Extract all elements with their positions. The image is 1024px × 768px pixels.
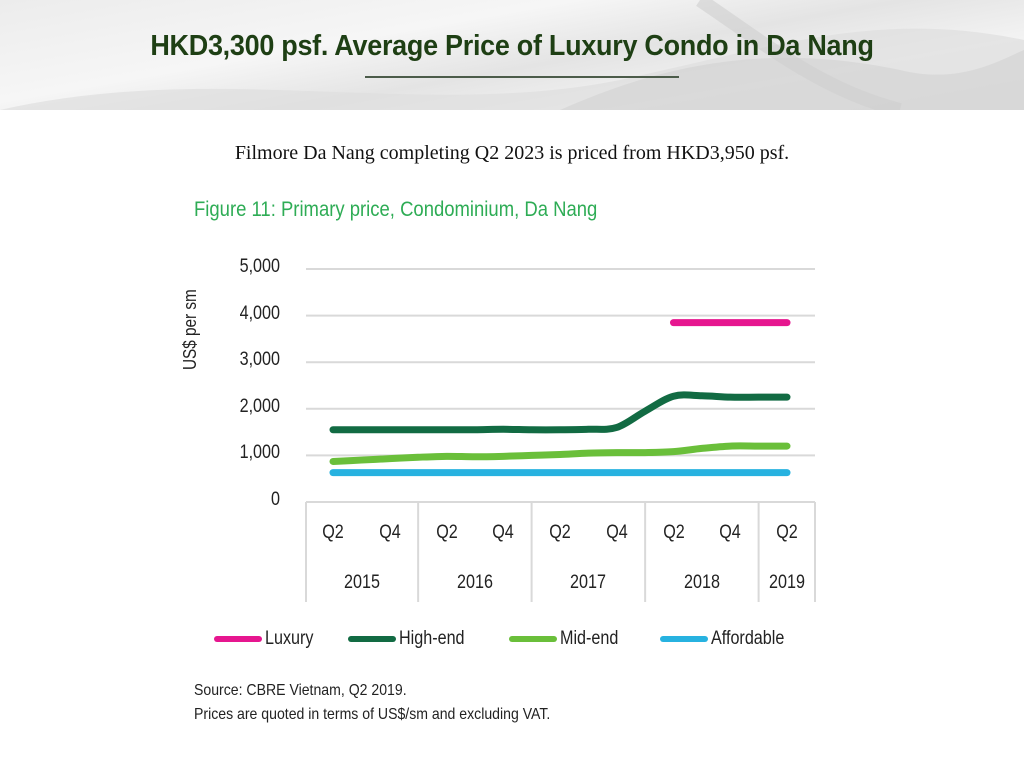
- legend-item-mid-end: Mid-end: [509, 628, 629, 650]
- legend-item-affordable: Affordable: [660, 628, 797, 650]
- legend-swatch-high-end: [348, 636, 396, 642]
- legend-label-luxury: Luxury: [265, 628, 314, 649]
- x-tick-label-quarter: Q4: [378, 522, 401, 543]
- y-tick-label: 1,000: [239, 442, 280, 464]
- slide-title: HKD3,300 psf. Average Price of Luxury Co…: [150, 30, 874, 62]
- banner-wave-decoration: [0, 0, 1024, 110]
- x-tick-label-quarter: Q2: [662, 522, 685, 543]
- slide-subtitle: Filmore Da Nang completing Q2 2023 is pr…: [234, 142, 790, 164]
- x-tick-label-quarter: Q2: [435, 522, 458, 543]
- x-tick-label-quarter: Q4: [492, 522, 515, 543]
- series-line-high-end: [329, 391, 791, 434]
- x-tick-label-quarter: Q2: [549, 522, 571, 543]
- legend-item-high-end: High-end: [348, 628, 476, 650]
- x-tick-label-year: 2019: [768, 572, 805, 593]
- y-tick-label: 4,000: [239, 302, 280, 324]
- x-tick-label-quarter: Q2: [322, 522, 344, 543]
- title-underline: [365, 76, 679, 78]
- y-tick-label: 3,000: [239, 349, 280, 371]
- legend-label-high-end: High-end: [399, 628, 465, 649]
- x-tick-label-year: 2015: [344, 572, 381, 593]
- price-note: Prices are quoted in terms of US$/sm and…: [194, 706, 551, 723]
- x-tick-label-year: 2018: [683, 572, 720, 593]
- series-line-mid-end: [329, 442, 791, 465]
- y-tick-label: 2,000: [239, 395, 280, 417]
- y-tick-label: 5,000: [239, 256, 280, 277]
- legend-swatch-mid-end: [509, 636, 557, 642]
- legend-label-affordable: Affordable: [711, 628, 785, 649]
- x-tick-label-quarter: Q2: [776, 522, 798, 543]
- legend-label-mid-end: Mid-end: [560, 628, 619, 649]
- x-tick-label-quarter: Q4: [719, 522, 742, 543]
- y-tick-label: 0: [271, 489, 280, 510]
- source-note: Source: CBRE Vietnam, Q2 2019.: [194, 682, 407, 699]
- x-tick-label-year: 2017: [570, 572, 607, 593]
- title-banner: [0, 0, 1024, 110]
- x-tick-label-quarter: Q4: [605, 522, 628, 543]
- x-tick-label-year: 2016: [456, 572, 493, 593]
- legend-swatch-luxury: [214, 636, 262, 642]
- figure-title: Figure 11: Primary price, Condominium, D…: [194, 198, 598, 221]
- legend-swatch-affordable: [660, 636, 708, 642]
- y-axis-label: US$ per sm: [180, 289, 200, 370]
- legend-item-luxury: Luxury: [214, 628, 322, 650]
